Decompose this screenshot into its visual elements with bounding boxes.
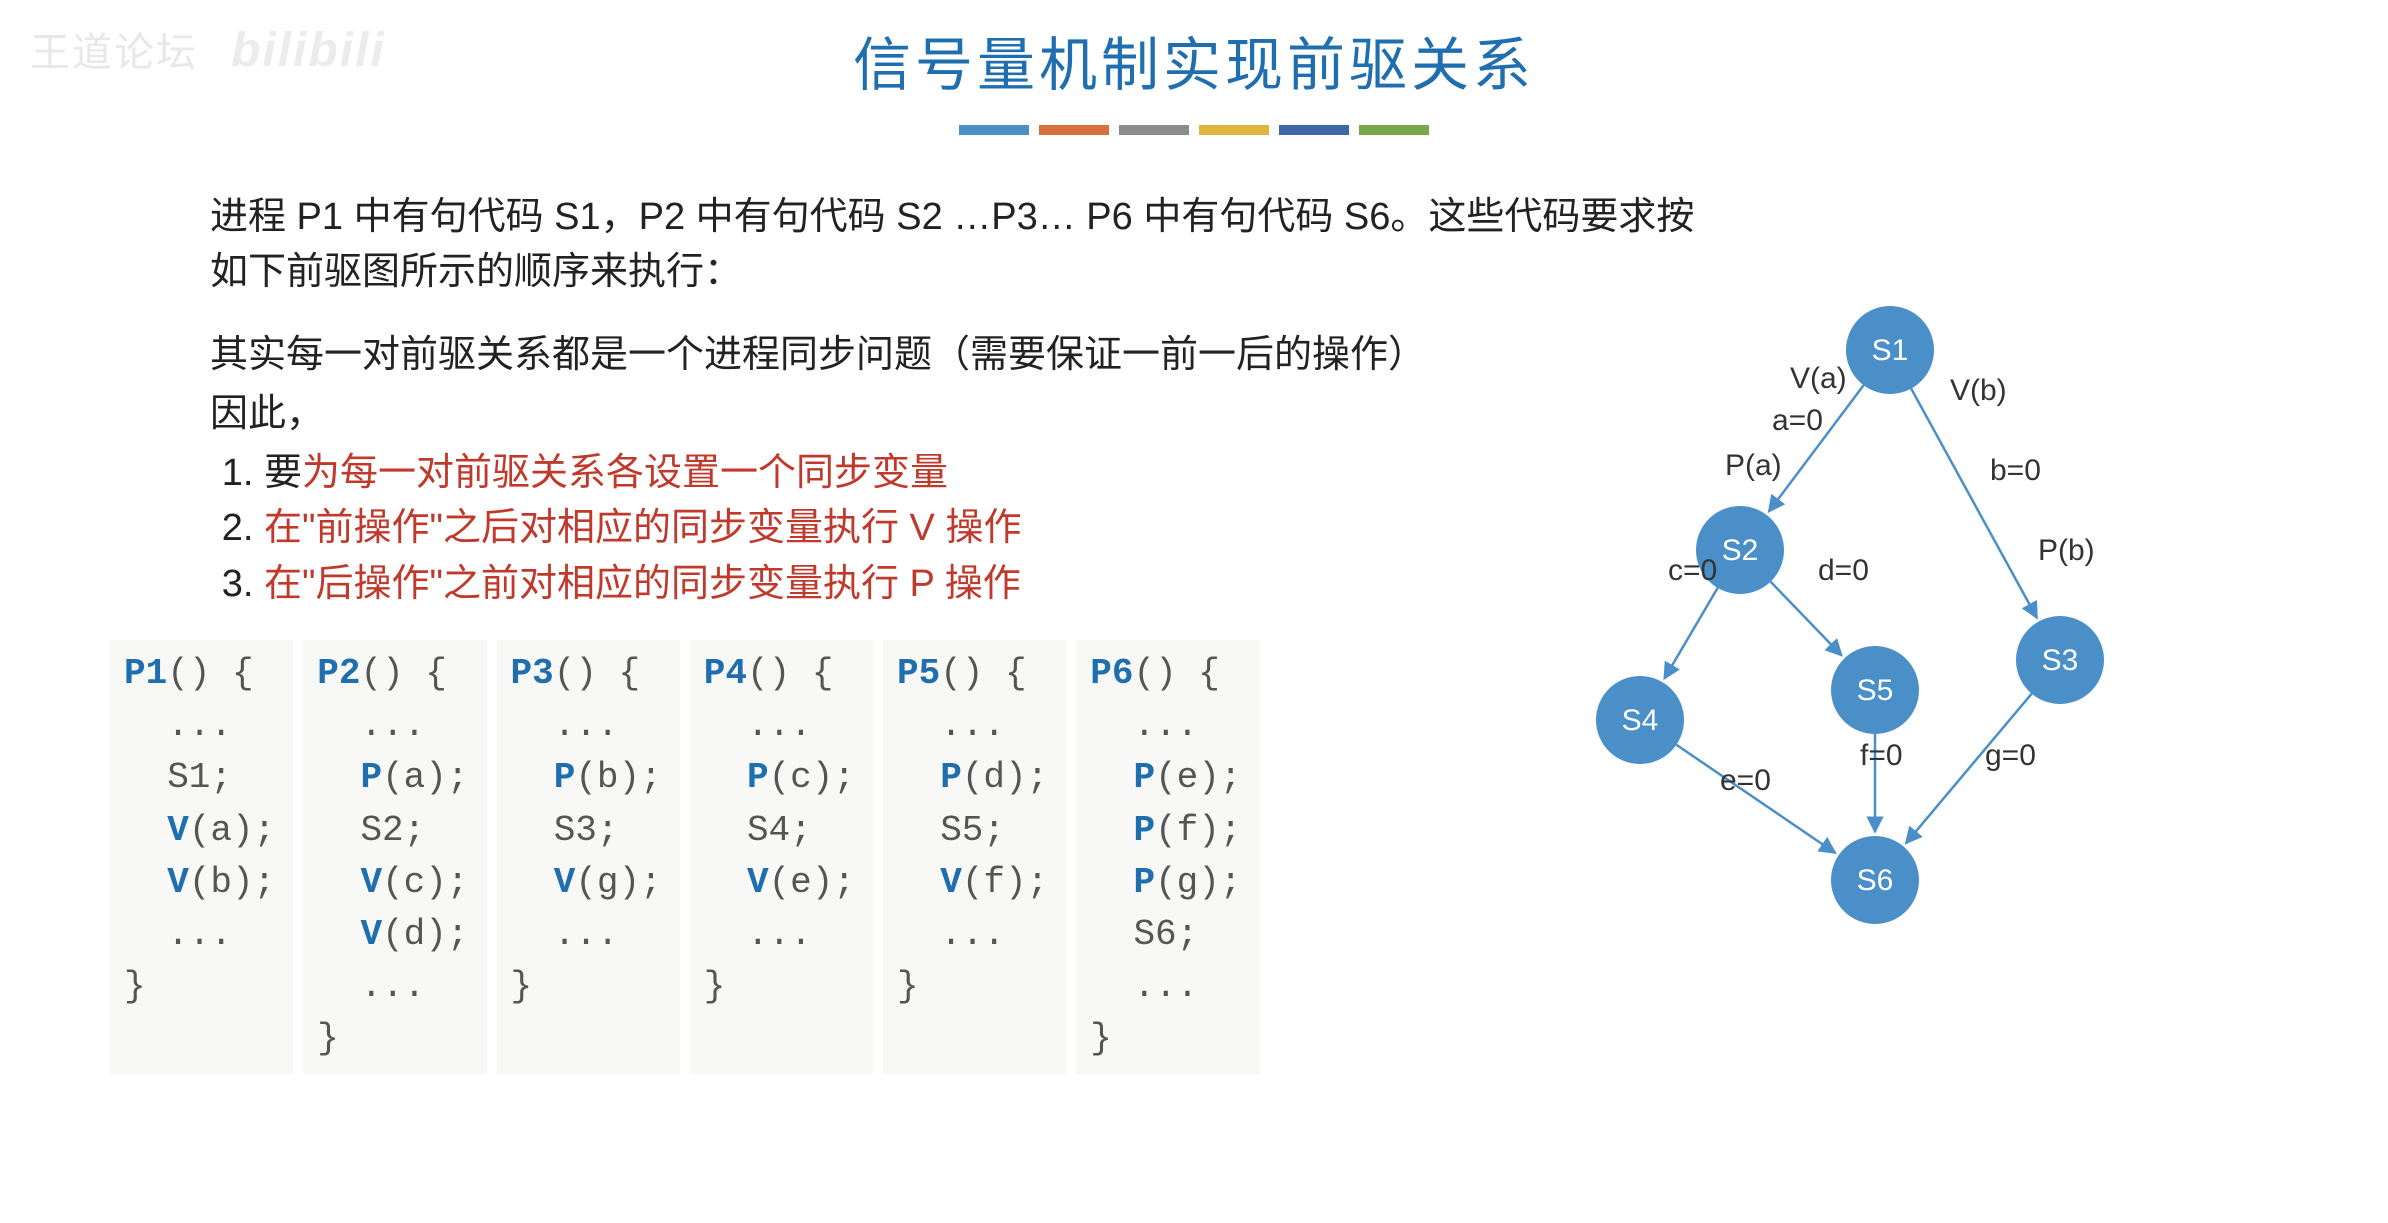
code-block: P3() { ... P(b); S3; V(g); ...}: [497, 640, 680, 1074]
color-bar: [1279, 125, 1349, 135]
slide-title: 信号量机制实现前驱关系: [0, 18, 2388, 102]
diagram-node-label: S5: [1857, 674, 1894, 707]
diagram-node-label: S1: [1872, 334, 1909, 367]
color-bar: [959, 125, 1029, 135]
paragraph-1: 进程 P1 中有句代码 S1，P2 中有句代码 S2 …P3… P6 中有句代码…: [210, 190, 1710, 300]
list-item-prefix: 要: [264, 452, 302, 494]
code-block: P6() { ... P(e); P(f); P(g); S6; ...}: [1076, 640, 1259, 1074]
diagram-edge-label: V(a): [1790, 362, 1847, 395]
code-block: P5() { ... P(d); S5; V(f); ...}: [883, 640, 1066, 1074]
diagram-edge: [1676, 745, 1835, 853]
diagram-node-label: S4: [1622, 704, 1659, 737]
diagram-edge: [1911, 389, 2037, 618]
diagram-edge-label: d=0: [1818, 554, 1869, 587]
diagram-edge-label: g=0: [1985, 739, 2036, 772]
color-bar: [1199, 125, 1269, 135]
precedence-diagram: S1 S2 S3 S4 S5 S6 V(a) V(b) a=0 P(a) b=0 P(b) c=0 d=0…: [1480, 300, 2380, 1200]
diagram-edge-label: P(a): [1725, 449, 1782, 482]
diagram-edge: [1664, 588, 1717, 679]
list-item-emphasis: 在"后操作"之前对相应的同步变量执行 P 操作: [264, 563, 1021, 605]
code-block: P1() { ... S1; V(a); V(b); ...}: [110, 640, 293, 1074]
code-block: P2() { ... P(a); S2; V(c); V(d); ...}: [303, 640, 486, 1074]
diagram-edge-label: V(b): [1950, 374, 2007, 407]
diagram-edge: [1771, 582, 1842, 656]
diagram-node-label: S6: [1857, 864, 1894, 897]
color-bar: [1119, 125, 1189, 135]
diagram-edge-label: f=0: [1860, 739, 1903, 772]
diagram-edge-label: b=0: [1990, 454, 2041, 487]
diagram-svg: S1 S2 S3 S4 S5 S6 V(a) V(b) a=0 P(a) b=0 P(b) c=0 d=0…: [1480, 300, 2380, 1200]
title-color-bars: [959, 125, 1429, 135]
diagram-node-label: S3: [2042, 644, 2079, 677]
diagram-node-label: S2: [1722, 534, 1759, 567]
color-bar: [1359, 125, 1429, 135]
diagram-edge-label: a=0: [1772, 404, 1823, 437]
color-bar: [1039, 125, 1109, 135]
code-block: P4() { ... P(c); S4; V(e); ...}: [690, 640, 873, 1074]
diagram-edge-label: e=0: [1720, 764, 1771, 797]
list-item-emphasis: 为每一对前驱关系各设置一个同步变量: [302, 452, 948, 494]
diagram-edge-label: P(b): [2038, 534, 2095, 567]
code-columns: P1() { ... S1; V(a); V(b); ...}P2() { ..…: [110, 640, 1260, 1074]
list-item-emphasis: 在"前操作"之后对相应的同步变量执行 V 操作: [264, 507, 1021, 549]
slide-page: 王道论坛 bilibili 信号量机制实现前驱关系 进程 P1 中有句代码 S1…: [0, 0, 2388, 1223]
diagram-edge-label: c=0: [1668, 554, 1717, 587]
